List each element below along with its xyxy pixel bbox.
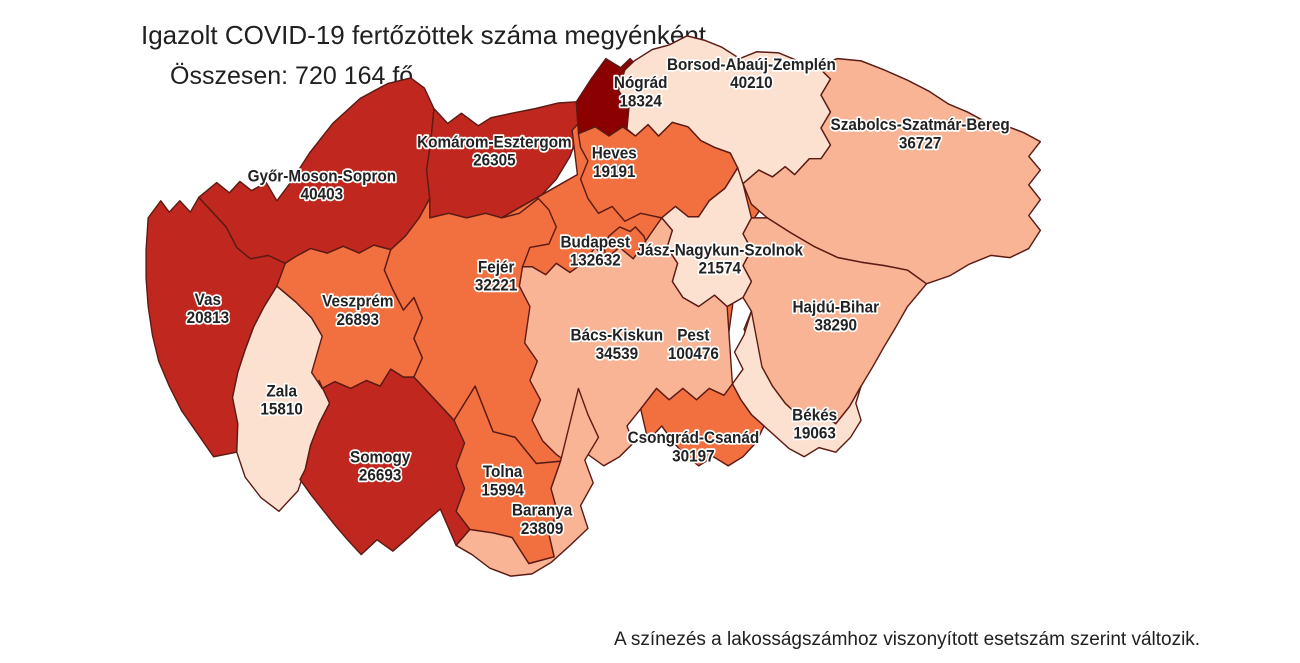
svg-text:20813: 20813 (187, 310, 230, 328)
svg-text:Győr-Moson-Sopron: Győr-Moson-Sopron (248, 168, 397, 186)
svg-text:Pest: Pest (677, 327, 710, 345)
svg-text:15810: 15810 (260, 401, 303, 419)
svg-text:26693: 26693 (359, 467, 402, 485)
svg-text:132632: 132632 (570, 252, 621, 270)
svg-text:Somogy: Somogy (350, 449, 410, 467)
svg-text:Komárom-Esztergom: Komárom-Esztergom (417, 134, 572, 152)
svg-text:Békés: Békés (792, 407, 837, 425)
svg-text:Vas: Vas (195, 291, 221, 309)
svg-text:32221: 32221 (475, 277, 518, 295)
svg-text:15994: 15994 (481, 482, 524, 500)
svg-text:40210: 40210 (730, 75, 773, 93)
svg-text:26893: 26893 (337, 311, 380, 329)
svg-text:Jász-Nagykun-Szolnok: Jász-Nagykun-Szolnok (637, 242, 804, 260)
svg-text:Nógrád: Nógrád (614, 75, 667, 93)
svg-text:Bács-Kiskun: Bács-Kiskun (571, 327, 664, 345)
svg-text:30197: 30197 (672, 448, 715, 466)
svg-text:Veszprém: Veszprém (322, 293, 393, 311)
svg-text:40403: 40403 (301, 186, 344, 204)
svg-text:Zala: Zala (266, 383, 297, 401)
svg-text:Baranya: Baranya (512, 502, 572, 520)
svg-text:21574: 21574 (699, 260, 742, 278)
svg-text:36727: 36727 (899, 135, 942, 153)
svg-text:Hajdú-Bihar: Hajdú-Bihar (792, 299, 879, 317)
svg-text:Csongrád-Csanád: Csongrád-Csanád (628, 430, 760, 448)
svg-text:Borsod-Abaúj-Zemplén: Borsod-Abaúj-Zemplén (667, 56, 836, 74)
svg-text:26305: 26305 (473, 152, 516, 170)
svg-text:19063: 19063 (793, 425, 836, 443)
svg-text:19191: 19191 (593, 163, 636, 181)
svg-text:Heves: Heves (592, 145, 637, 163)
svg-text:18324: 18324 (619, 93, 662, 111)
svg-text:34539: 34539 (596, 345, 639, 363)
svg-text:38290: 38290 (815, 317, 858, 335)
svg-text:Tolna: Tolna (483, 464, 523, 482)
svg-text:Szabolcs-Szatmár-Bereg: Szabolcs-Szatmár-Bereg (831, 117, 1010, 135)
svg-text:Budapest: Budapest (561, 234, 631, 252)
svg-text:100476: 100476 (668, 345, 719, 363)
svg-text:Fejér: Fejér (478, 259, 515, 277)
svg-text:23809: 23809 (521, 520, 564, 538)
